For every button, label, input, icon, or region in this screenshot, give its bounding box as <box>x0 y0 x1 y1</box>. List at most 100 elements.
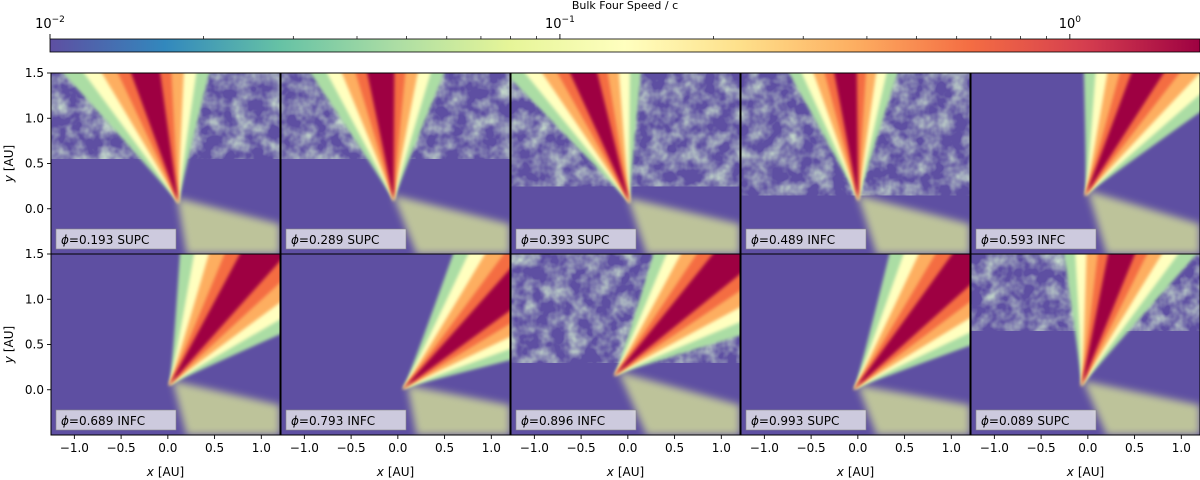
y-axis-label: y[AU] <box>2 326 16 364</box>
y-tick-label: 1.0 <box>25 111 44 125</box>
shock-layer <box>834 73 859 202</box>
phase-label: ϕ=0.793 INFC <box>285 409 407 431</box>
shock-layer <box>367 73 395 202</box>
x-axis-label: x [AU] <box>606 465 644 479</box>
colorbar-tick-label: 10−1 <box>545 15 575 32</box>
panel-frame <box>740 253 971 436</box>
x-tick-label: −1.0 <box>520 441 549 455</box>
phase-label: ϕ=0.489 INFC <box>745 228 867 250</box>
phase-label: ϕ=0.089 SUPC <box>975 409 1097 431</box>
colorbar-tick-label: 10−2 <box>35 15 65 32</box>
panel: ϕ=0.393 SUPC <box>510 72 741 255</box>
panel-image <box>741 254 970 435</box>
panel-frame <box>510 253 741 436</box>
x-tick-label: −1.0 <box>290 441 319 455</box>
wake-region <box>177 197 280 254</box>
y-tick-label: 0.5 <box>25 157 44 171</box>
y-tick-label: 1.0 <box>25 292 44 306</box>
x-tick-label: −0.5 <box>797 441 826 455</box>
x-tick-label: 0.5 <box>205 441 224 455</box>
x-tick-label: 0.5 <box>435 441 454 455</box>
x-tick-label: 1.0 <box>482 441 501 455</box>
x-tick-label: −0.5 <box>107 441 136 455</box>
x-axis-label: x [AU] <box>376 465 414 479</box>
phase-label-box <box>285 409 407 431</box>
phase-label-text: ϕ=0.089 SUPC <box>981 414 1069 428</box>
colorbar-ticks <box>49 34 1071 39</box>
phase-label: ϕ=0.993 SUPC <box>745 409 867 431</box>
wake-region <box>1083 380 1200 435</box>
x-tick-label: −1.0 <box>980 441 1009 455</box>
phase-label-text: ϕ=0.993 SUPC <box>751 414 839 428</box>
shock-layer <box>169 254 280 386</box>
x-tick-label: 0.0 <box>388 441 407 455</box>
shock-layer <box>1081 254 1136 387</box>
x-tick-label: 0.5 <box>665 441 684 455</box>
phase-label: ϕ=0.193 SUPC <box>55 228 177 250</box>
wake-region <box>618 371 740 435</box>
phase-label-box <box>975 228 1097 250</box>
panel-image <box>281 73 510 254</box>
panel-image <box>741 73 970 254</box>
x-axes: −1.0 −0.5 0.0 0.5 1.0 x [AU] −1.0 −0.5 0.0 0.5 1.0 x… <box>60 435 1191 479</box>
shock-layer <box>569 73 630 204</box>
panel: ϕ=0.993 SUPC <box>740 253 971 436</box>
panel-image <box>511 73 740 254</box>
panel-image <box>511 254 740 435</box>
phase-label-text: ϕ=0.593 INFC <box>981 233 1065 247</box>
phase-label-box <box>515 409 637 431</box>
shock-layer <box>853 254 970 390</box>
x-tick-label: −1.0 <box>60 441 89 455</box>
y-axes: 1.5 1.0 0.5 0.0 y[AU] 1.5 1.0 0.5 0.0 y[AU] <box>2 66 51 397</box>
wake-region <box>857 385 970 435</box>
phase-label-text: ϕ=0.896 INFC <box>521 414 605 428</box>
phase-label-box <box>55 409 177 431</box>
colorbar-tick-label: 100 <box>1059 15 1082 32</box>
y-tick-label: 1.5 <box>25 247 44 261</box>
x-tick-label: 1.0 <box>712 441 731 455</box>
y-tick-label: 0.0 <box>25 383 44 397</box>
y-tick-label: 0.0 <box>25 202 44 216</box>
panel-image <box>51 73 280 254</box>
colorbar: Bulk Four Speed / c 10−2 10−1 100 <box>35 0 1200 53</box>
panel-image <box>281 254 510 435</box>
phase-label-box <box>745 409 867 431</box>
x-tick-label: 0.0 <box>158 441 177 455</box>
y-tick-label: 1.5 <box>25 66 44 80</box>
phase-label-box <box>515 228 637 250</box>
shock-layer <box>1085 73 1164 197</box>
x-axis-label: x [AU] <box>146 465 184 479</box>
phase-label-box <box>55 228 177 250</box>
x-tick-label: −1.0 <box>750 441 779 455</box>
x-tick-label: 0.5 <box>895 441 914 455</box>
x-tick-label: 0.5 <box>1125 441 1144 455</box>
panel-grid: ϕ=0.193 SUPC ϕ=0.289 SUPC ϕ=0.393 SUPC ϕ=0.489… <box>50 72 1200 436</box>
colorbar-bar <box>49 38 1200 53</box>
wake-region <box>1087 190 1200 254</box>
wake-region <box>627 197 740 254</box>
phase-label-box <box>285 228 407 250</box>
x-tick-label: 0.0 <box>848 441 867 455</box>
panel: ϕ=0.593 INFC <box>970 72 1200 255</box>
phase-label-text: ϕ=0.793 INFC <box>291 414 375 428</box>
wake-region <box>857 195 970 254</box>
x-tick-label: −0.5 <box>1027 441 1056 455</box>
shock-layer <box>557 73 630 204</box>
panel-image <box>971 73 1200 254</box>
panel: ϕ=0.289 SUPC <box>280 72 511 255</box>
panel: ϕ=0.193 SUPC <box>50 72 281 255</box>
phase-label-text: ϕ=0.393 SUPC <box>521 233 609 247</box>
x-tick-label: 1.0 <box>252 441 271 455</box>
phase-label: ϕ=0.896 INFC <box>515 409 637 431</box>
phase-label: ϕ=0.393 SUPC <box>515 228 637 250</box>
phase-label-box <box>975 409 1097 431</box>
wake-region <box>393 195 510 254</box>
panel: ϕ=0.793 INFC <box>280 253 511 436</box>
panel: ϕ=0.089 SUPC <box>970 253 1200 436</box>
x-tick-label: −0.5 <box>337 441 366 455</box>
shock-layer <box>614 254 740 376</box>
panel-image <box>971 254 1200 435</box>
panel-frame <box>280 253 511 436</box>
phase-label: ϕ=0.593 INFC <box>975 228 1097 250</box>
